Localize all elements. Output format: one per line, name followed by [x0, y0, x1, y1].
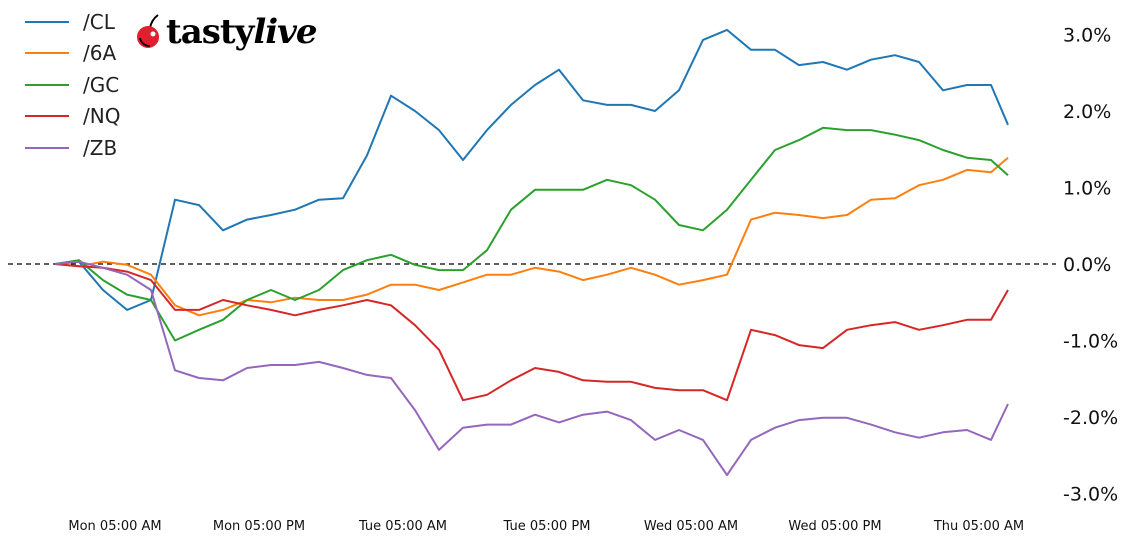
- y-tick-label: -2.0%: [1063, 407, 1118, 429]
- legend-swatch: [25, 52, 69, 55]
- y-tick-label: 3.0%: [1063, 25, 1111, 47]
- tastylive-logo: tastylive: [134, 12, 318, 52]
- y-tick-label: 0.0%: [1063, 254, 1111, 276]
- legend-swatch: [25, 115, 69, 118]
- x-tick-label: Mon 05:00 PM: [213, 519, 305, 534]
- y-tick-label: 1.0%: [1063, 178, 1111, 200]
- legend-item: /NQ: [25, 101, 120, 133]
- x-tick-label: Tue 05:00 PM: [503, 519, 591, 534]
- legend-item: /ZB: [25, 132, 120, 164]
- cherry-icon: [137, 14, 159, 48]
- series-line-zb: [54, 260, 1009, 477]
- x-tick-label: Mon 05:00 AM: [68, 519, 161, 534]
- y-tick-label: -3.0%: [1063, 484, 1118, 506]
- logo-text: tastylive: [166, 12, 318, 52]
- legend-item: /6A: [25, 38, 120, 70]
- legend-label: /NQ: [83, 104, 121, 129]
- series-line-cl: [54, 28, 1009, 311]
- legend-swatch: [25, 83, 69, 86]
- series-layer: [54, 28, 1009, 477]
- legend: /CL/6A/GC/NQ/ZB: [25, 6, 120, 164]
- legend-label: /GC: [83, 72, 120, 97]
- y-axis: 3.0% 2.0% 1.0% 0.0% -1.0% -2.0% -3.0%: [1063, 25, 1118, 506]
- x-tick-label: Wed 05:00 AM: [644, 519, 738, 534]
- legend-label: /ZB: [83, 135, 118, 160]
- legend-item: /GC: [25, 69, 120, 101]
- series-line-6a: [54, 156, 1009, 317]
- x-tick-label: Thu 05:00 AM: [933, 519, 1024, 534]
- x-axis: Mon 05:00 AM Mon 05:00 PM Tue 05:00 AM Tue …: [68, 519, 1024, 534]
- x-tick-label: Tue 05:00 AM: [358, 519, 447, 534]
- series-line-nq: [54, 263, 1009, 402]
- legend-swatch: [25, 146, 69, 149]
- legend-item: /CL: [25, 6, 120, 38]
- legend-label: /6A: [83, 41, 117, 66]
- series-line-gc: [54, 126, 1009, 342]
- legend-label: /CL: [83, 9, 115, 34]
- x-tick-label: Wed 05:00 PM: [788, 519, 881, 534]
- legend-swatch: [25, 20, 69, 23]
- y-tick-label: -1.0%: [1063, 331, 1118, 353]
- y-tick-label: 2.0%: [1063, 101, 1111, 123]
